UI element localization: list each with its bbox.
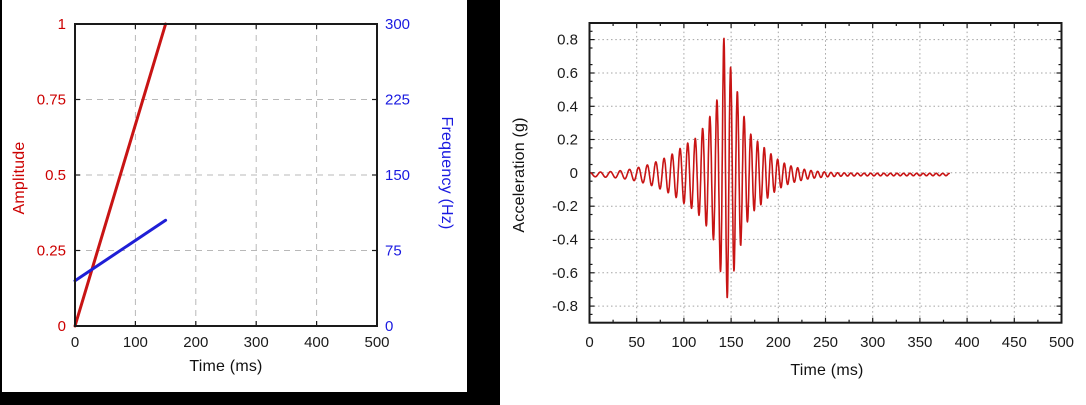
y-tick-label-left: 0.6 bbox=[557, 65, 578, 82]
y-tick-label-left: 0.25 bbox=[37, 243, 66, 260]
y-tick-label-left: -0.6 bbox=[552, 265, 578, 282]
x-tick-label: 0 bbox=[585, 334, 593, 351]
y-tick-label-right: 75 bbox=[385, 243, 402, 260]
y-tick-label-left: 0 bbox=[58, 318, 66, 335]
x-tick-label: 100 bbox=[671, 334, 696, 351]
x-tick-label: 200 bbox=[766, 334, 791, 351]
x-tick-label: 100 bbox=[123, 334, 148, 351]
y-tick-label-right: 300 bbox=[385, 16, 410, 33]
response-time-axis-label: Time (ms) bbox=[790, 362, 864, 379]
y-tick-label-right: 0 bbox=[385, 318, 393, 335]
y-tick-label-right: 225 bbox=[385, 92, 410, 109]
series-acceleration-waveform bbox=[588, 37, 951, 299]
series-frequency-sweep bbox=[73, 218, 168, 283]
x-tick-label: 350 bbox=[907, 334, 932, 351]
y-tick-label-left: 0.75 bbox=[37, 92, 66, 109]
y-tick-label-left: -0.8 bbox=[552, 298, 578, 315]
x-tick-label: 450 bbox=[1002, 334, 1027, 351]
gridlines bbox=[589, 23, 1062, 323]
x-tick-label: 500 bbox=[364, 334, 389, 351]
frequency-axis-label: Frequency (Hz) bbox=[438, 116, 455, 230]
response-chart: 0 50 100 150 200 250 300 350 400 450 500 -0.8 -0.6 -0… bbox=[552, 22, 1074, 351]
excitation-chart: 0 100 200 300 400 50000.250.50.75107515022530… bbox=[37, 16, 410, 351]
acceleration-axis-label: Acceleration (g) bbox=[511, 117, 528, 233]
x-tick-label: 400 bbox=[304, 334, 329, 351]
x-tick-label: 250 bbox=[813, 334, 838, 351]
response-figure-canvas bbox=[500, 0, 1086, 405]
x-tick-label: 0 bbox=[71, 334, 79, 351]
excitation-time-axis-label: Time (ms) bbox=[189, 358, 263, 375]
y-tick-label-left: 1 bbox=[58, 16, 66, 33]
amplitude-axis-label: Amplitude bbox=[11, 141, 28, 215]
x-tick-label: 400 bbox=[955, 334, 980, 351]
x-tick-label: 500 bbox=[1049, 334, 1074, 351]
y-tick-label-left: 0.8 bbox=[557, 32, 578, 49]
y-tick-label-left: 0.4 bbox=[557, 98, 578, 115]
x-tick-label: 300 bbox=[860, 334, 885, 351]
series-amplitude-ramp bbox=[73, 22, 168, 328]
plot-frame bbox=[74, 23, 378, 327]
y-tick-label-left: 0 bbox=[570, 165, 578, 182]
y-tick-label-left: -0.2 bbox=[552, 198, 578, 215]
x-tick-label: 150 bbox=[719, 334, 744, 351]
x-tick-label: 300 bbox=[244, 334, 269, 351]
y-tick-label-left: 0.5 bbox=[45, 167, 66, 184]
y-tick-label-right: 150 bbox=[385, 167, 410, 184]
plot-frame bbox=[588, 22, 1063, 324]
excitation-figure-frame bbox=[0, 0, 500, 405]
y-tick-label-left: 0.2 bbox=[557, 132, 578, 149]
x-tick-label: 50 bbox=[628, 334, 645, 351]
y-tick-label-left: -0.4 bbox=[552, 231, 578, 248]
x-tick-label: 200 bbox=[183, 334, 208, 351]
